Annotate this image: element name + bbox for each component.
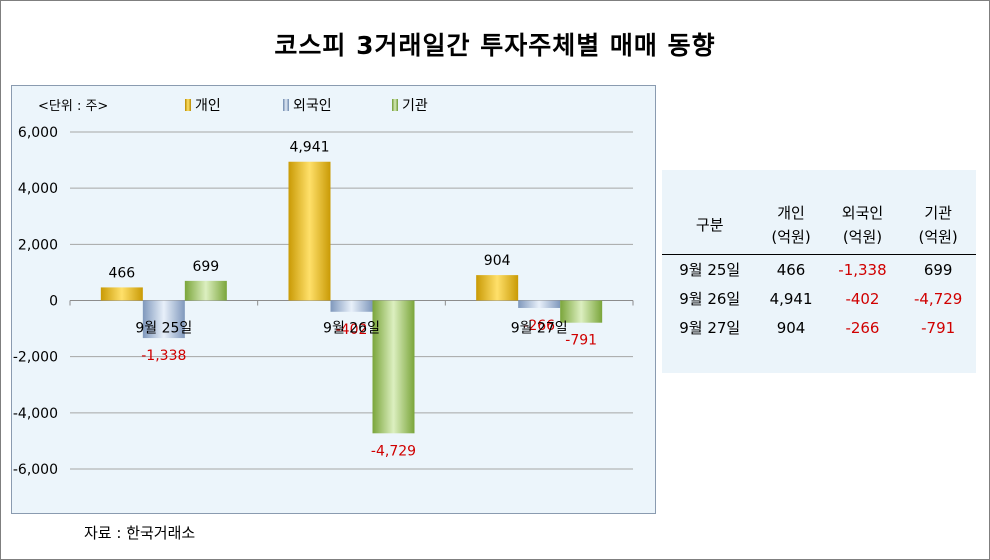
legend-item-institution: 기관 (392, 95, 428, 115)
table-cell: 699 (923, 260, 953, 279)
table-cell: -266 (845, 318, 880, 337)
header-label: 기관 (924, 204, 952, 222)
legend-swatch-foreign (283, 99, 289, 111)
table-cell: -791 (921, 318, 956, 337)
table-cell: -402 (845, 289, 880, 308)
legend-item-individual: 개인 (185, 95, 221, 115)
page-title: 코스피 3거래일간 투자주체별 매매 동향 (274, 31, 716, 60)
header-unit: (억원) (771, 228, 811, 246)
header-label: 개인 (777, 204, 805, 222)
table-cell: 9월 25일 (679, 261, 741, 279)
table-cell: 466 (776, 260, 806, 279)
table-row: 9월 26일 4,941 -402 -4,729 (662, 284, 976, 313)
header-cell: 기관 (억원) (900, 196, 976, 255)
table-panel (662, 170, 976, 373)
table-cell: 904 (776, 318, 806, 337)
chart-panel (11, 85, 656, 514)
header-cell: 외국인 (억원) (825, 196, 901, 255)
table-cell: -4,729 (913, 289, 963, 308)
summary-table: 구분 개인 (억원) 외국인 (억원) 기관 (억원) 9월 25일 466 -1,3… (662, 196, 976, 342)
table-cell: 9월 27일 (679, 319, 741, 337)
table-header-row: 구분 개인 (억원) 외국인 (억원) 기관 (억원) (662, 196, 976, 255)
legend-item-foreign: 외국인 (283, 95, 332, 115)
table-row: 9월 27일 904 -266 -791 (662, 313, 976, 342)
legend-swatch-individual (185, 99, 191, 111)
legend-label-institution: 기관 (402, 98, 428, 114)
header-label: 구분 (695, 216, 724, 234)
header-cell: 구분 (662, 196, 757, 255)
legend-label-individual: 개인 (195, 98, 221, 114)
source-note: 자료 : 한국거래소 (84, 524, 196, 542)
header-unit: (억원) (842, 228, 883, 246)
legend-label-foreign: 외국인 (293, 98, 332, 114)
header-unit: (억원) (918, 228, 958, 246)
header-label: 외국인 (841, 204, 884, 222)
header-cell: 개인 (억원) (757, 196, 824, 255)
table-cell: 9월 26일 (679, 290, 741, 308)
table-cell: 4,941 (769, 289, 813, 308)
table-row: 9월 25일 466 -1,338 699 (662, 255, 976, 285)
unit-label: <단위 : 주> (38, 99, 109, 114)
table-cell: -1,338 (838, 260, 887, 279)
legend-swatch-institution (392, 99, 398, 111)
